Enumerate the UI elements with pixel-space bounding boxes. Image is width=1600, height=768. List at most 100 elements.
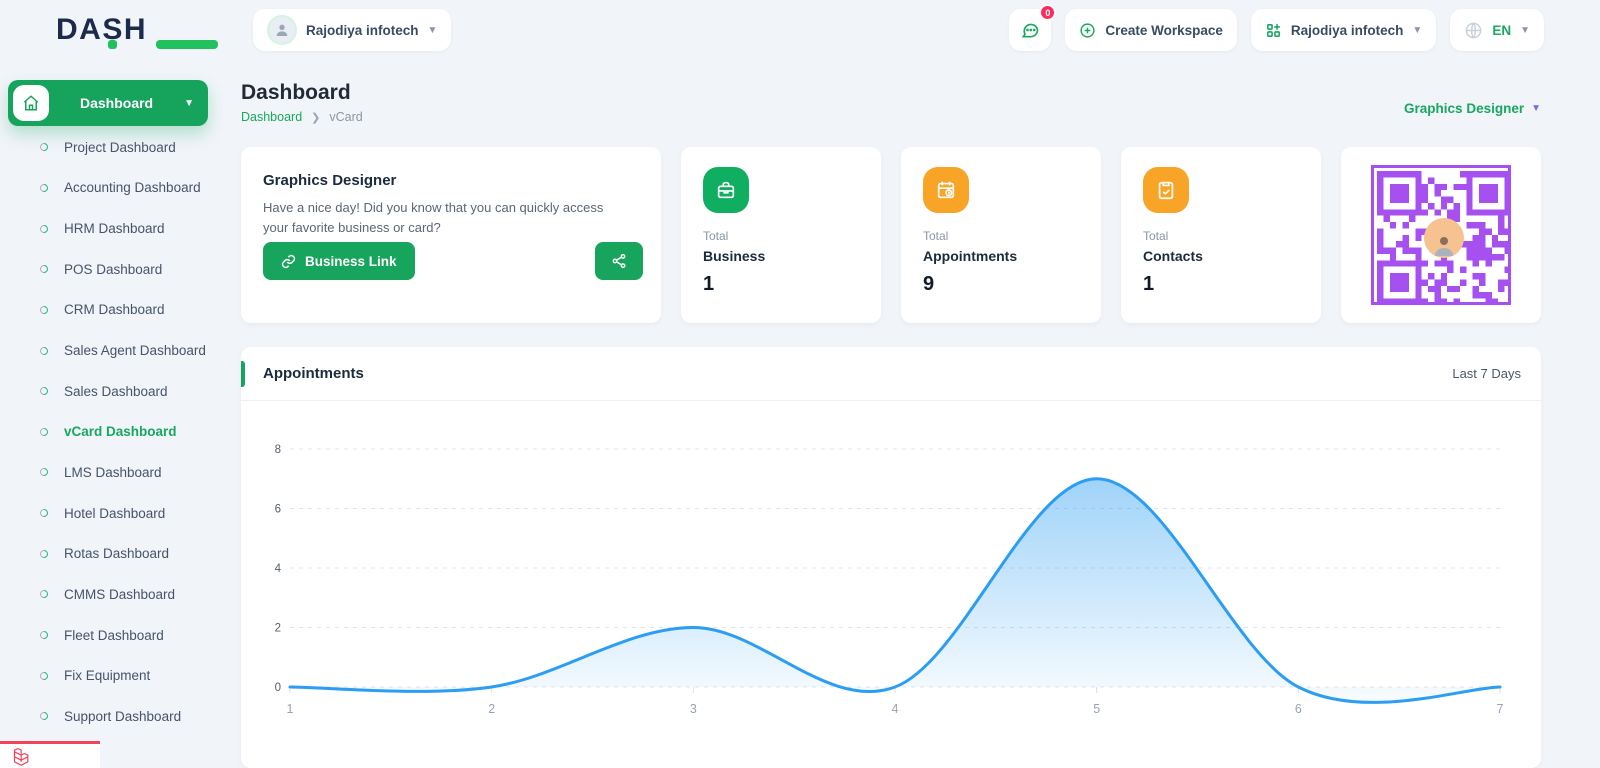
chevron-down-icon: ▼ xyxy=(1531,103,1541,114)
svg-text:4: 4 xyxy=(892,702,899,716)
breadcrumb: Dashboard ❯ vCard xyxy=(241,110,363,124)
breadcrumb-dashboard-link[interactable]: Dashboard xyxy=(241,110,303,124)
card-selector-dropdown[interactable]: Graphics Designer ▼ xyxy=(1404,101,1541,116)
laravel-docs-widget[interactable] xyxy=(0,741,100,768)
business-link-button[interactable]: Business Link xyxy=(263,242,415,280)
welcome-card: Graphics Designer Have a nice day! Did y… xyxy=(241,147,661,323)
sidebar-item-label: Support Dashboard xyxy=(64,708,182,724)
sidebar-item-label: LMS Dashboard xyxy=(64,464,162,480)
svg-text:8: 8 xyxy=(275,444,281,456)
sidebar-item-lms-dashboard[interactable]: LMS Dashboard xyxy=(0,452,232,493)
svg-text:2: 2 xyxy=(275,623,281,635)
avatar xyxy=(267,15,297,45)
share-nodes-icon xyxy=(612,253,626,269)
sidebar-item-label: HRM Dashboard xyxy=(64,221,165,237)
qr-code xyxy=(1371,165,1511,305)
chart-title: Appointments xyxy=(263,365,364,382)
stat-card: Total Business 1 xyxy=(681,147,881,323)
link-icon xyxy=(281,254,296,268)
share-button[interactable] xyxy=(595,242,643,280)
menu-bullet-icon xyxy=(38,344,50,357)
menu-bullet-icon xyxy=(38,507,50,519)
sidebar-item-sales-agent-dashboard[interactable]: Sales Agent Dashboard xyxy=(0,330,232,371)
sidebar-item-cmms-dashboard[interactable]: CMMS Dashboard xyxy=(0,574,232,615)
sidebar-item-accounting-dashboard[interactable]: Accounting Dashboard xyxy=(0,168,232,209)
svg-text:5: 5 xyxy=(1093,702,1100,716)
sidebar-item-fleet-dashboard[interactable]: Fleet Dashboard xyxy=(0,615,232,656)
workspace-user-name: Rajodiya infotech xyxy=(306,22,419,38)
sidebar-item-label: Project Dashboard xyxy=(64,139,176,155)
sidebar-item-crm-dashboard[interactable]: CRM Dashboard xyxy=(0,290,232,331)
sidebar-item-label: CRM Dashboard xyxy=(64,302,165,318)
sidebar-item-label: Fleet Dashboard xyxy=(64,627,164,643)
menu-bullet-icon xyxy=(38,182,50,194)
laravel-icon xyxy=(13,747,29,766)
stat-label-top: Total xyxy=(923,229,949,243)
sidebar-item-rotas-dashboard[interactable]: Rotas Dashboard xyxy=(0,533,232,574)
svg-text:1: 1 xyxy=(287,702,294,716)
language-dropdown[interactable]: EN ▼ xyxy=(1450,9,1544,51)
sidebar-item-label: vCard Dashboard xyxy=(64,424,177,440)
menu-bullet-icon xyxy=(38,263,50,275)
svg-text:3: 3 xyxy=(690,702,697,716)
company-dropdown[interactable]: Rajodiya infotech ▼ xyxy=(1250,9,1437,51)
welcome-card-title: Graphics Designer xyxy=(263,172,397,189)
sidebar-item-label: POS Dashboard xyxy=(64,261,163,277)
menu-bullet-icon xyxy=(38,588,50,600)
logo-dot-accent xyxy=(108,40,117,49)
stat-label: Contacts xyxy=(1143,248,1203,264)
menu-bullet-icon xyxy=(38,385,50,397)
sidebar-item-label: Sales Agent Dashboard xyxy=(64,343,206,359)
sidebar-group-dashboard[interactable]: Dashboard ▼ xyxy=(8,80,208,126)
chevron-down-icon: ▼ xyxy=(1412,24,1423,36)
stat-icon xyxy=(923,167,969,213)
stat-value: 1 xyxy=(1143,273,1155,295)
sidebar-item-hotel-dashboard[interactable]: Hotel Dashboard xyxy=(0,493,232,534)
svg-text:4: 4 xyxy=(275,563,282,575)
calendar-clock-icon xyxy=(937,181,955,199)
chat-icon xyxy=(1022,23,1039,38)
menu-bullet-icon xyxy=(38,426,50,438)
sidebar-item-label: Rotas Dashboard xyxy=(64,546,170,562)
svg-text:6: 6 xyxy=(275,504,281,516)
svg-text:6: 6 xyxy=(1295,702,1302,716)
qr-center-avatar xyxy=(1424,218,1464,258)
sidebar-item-pos-dashboard[interactable]: POS Dashboard xyxy=(0,249,232,290)
sidebar-item-vcard-dashboard[interactable]: vCard Dashboard xyxy=(0,411,232,452)
messages-button[interactable]: 0 xyxy=(1009,4,1057,51)
stat-card: Total Contacts 1 xyxy=(1121,147,1321,323)
briefcase-icon xyxy=(717,181,735,199)
chevron-down-icon: ▼ xyxy=(184,97,194,109)
appointments-area-chart[interactable]: 8 6 4 2 01 2 3 4 5 6 7 xyxy=(241,401,1541,767)
menu-bullet-icon xyxy=(38,141,50,153)
sidebar-item-sales-dashboard[interactable]: Sales Dashboard xyxy=(0,371,232,412)
language-code: EN xyxy=(1492,22,1512,38)
sidebar-group-label: Dashboard xyxy=(79,95,154,111)
sidebar-item-project-dashboard[interactable]: Project Dashboard xyxy=(0,127,232,168)
create-workspace-label: Create Workspace xyxy=(1105,22,1223,38)
menu-bullet-icon xyxy=(38,710,50,722)
sidebar-item-label: Sales Dashboard xyxy=(64,383,168,399)
company-name: Rajodiya infotech xyxy=(1290,22,1404,38)
stat-label: Appointments xyxy=(923,248,1018,264)
app-logo-text: DASH xyxy=(56,13,148,46)
sidebar-item-fix-equipment[interactable]: Fix Equipment xyxy=(0,655,232,696)
sidebar-item-hrm-dashboard[interactable]: HRM Dashboard xyxy=(0,208,232,249)
create-workspace-button[interactable]: Create Workspace xyxy=(1065,9,1237,51)
workspace-user-dropdown[interactable]: Rajodiya infotech ▼ xyxy=(253,9,452,51)
sidebar-item-support-dashboard[interactable]: Support Dashboard xyxy=(0,696,232,737)
sidebar-item-label: Fix Equipment xyxy=(64,668,151,684)
menu-bullet-icon xyxy=(38,629,50,641)
menu-bullet-icon xyxy=(38,670,50,682)
stat-value: 1 xyxy=(703,273,715,295)
sidebar-menu: Project Dashboard Accounting Dashboard HRM… xyxy=(0,127,232,737)
app-logo[interactable]: DASH xyxy=(56,13,218,49)
person-icon xyxy=(1435,237,1453,256)
sidebar-item-label: CMMS Dashboard xyxy=(64,586,176,602)
svg-text:7: 7 xyxy=(1497,702,1504,716)
messages-badge: 0 xyxy=(1039,4,1057,21)
plus-circle-icon xyxy=(1080,22,1095,38)
stat-icon xyxy=(1143,167,1189,213)
home-icon xyxy=(13,85,49,121)
